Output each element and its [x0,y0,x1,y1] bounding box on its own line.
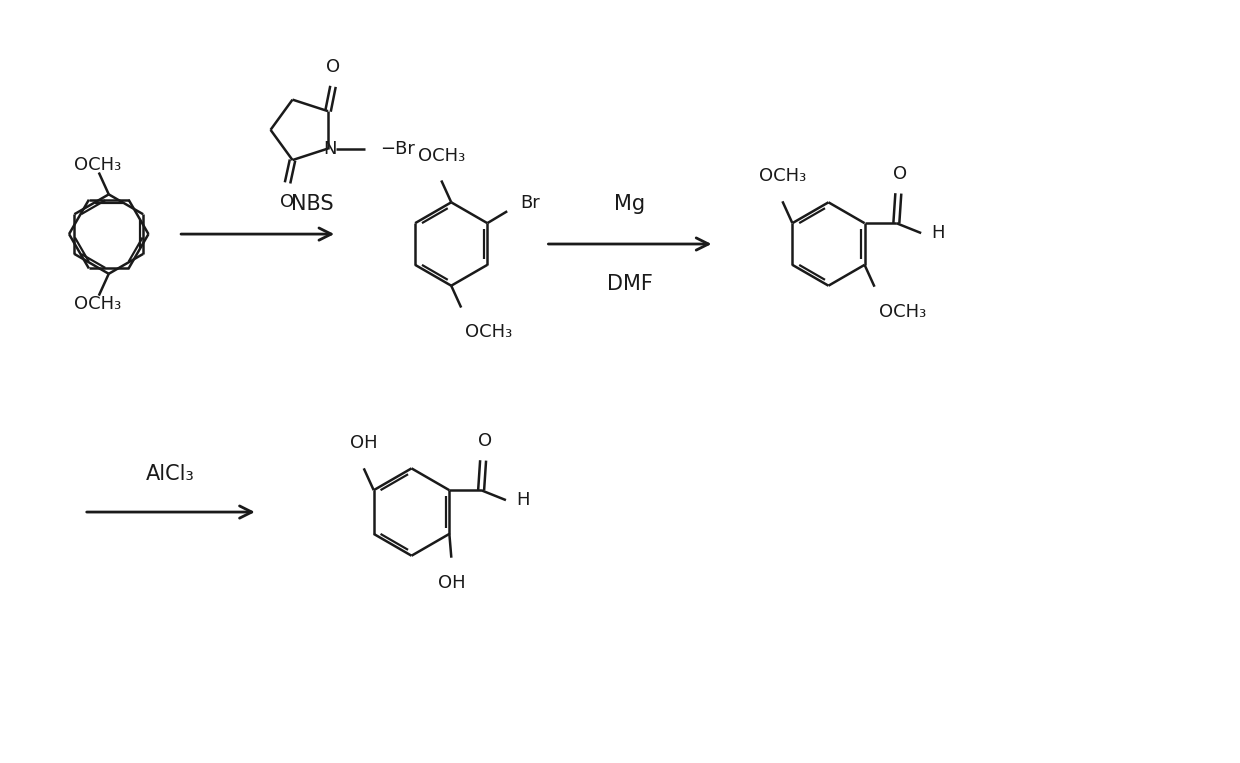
Text: Mg: Mg [614,195,646,214]
Text: DMF: DMF [608,274,653,294]
Text: OH: OH [350,434,378,452]
Text: OCH₃: OCH₃ [418,146,465,165]
Text: H: H [516,491,529,509]
Text: OCH₃: OCH₃ [465,324,512,341]
Text: NBS: NBS [291,195,334,214]
Text: OCH₃: OCH₃ [879,303,926,320]
Text: OCH₃: OCH₃ [74,295,122,313]
Text: N: N [324,140,337,157]
Text: OCH₃: OCH₃ [74,156,122,174]
Text: −Br: −Br [379,140,414,157]
Text: Br: Br [520,195,539,212]
Text: O: O [893,166,908,183]
Text: O: O [479,433,492,450]
Text: OH: OH [438,574,465,591]
Text: AlCl₃: AlCl₃ [146,464,195,485]
Text: OCH₃: OCH₃ [759,167,806,185]
Text: H: H [931,224,945,242]
Text: O: O [280,193,295,211]
Text: O: O [326,59,340,76]
